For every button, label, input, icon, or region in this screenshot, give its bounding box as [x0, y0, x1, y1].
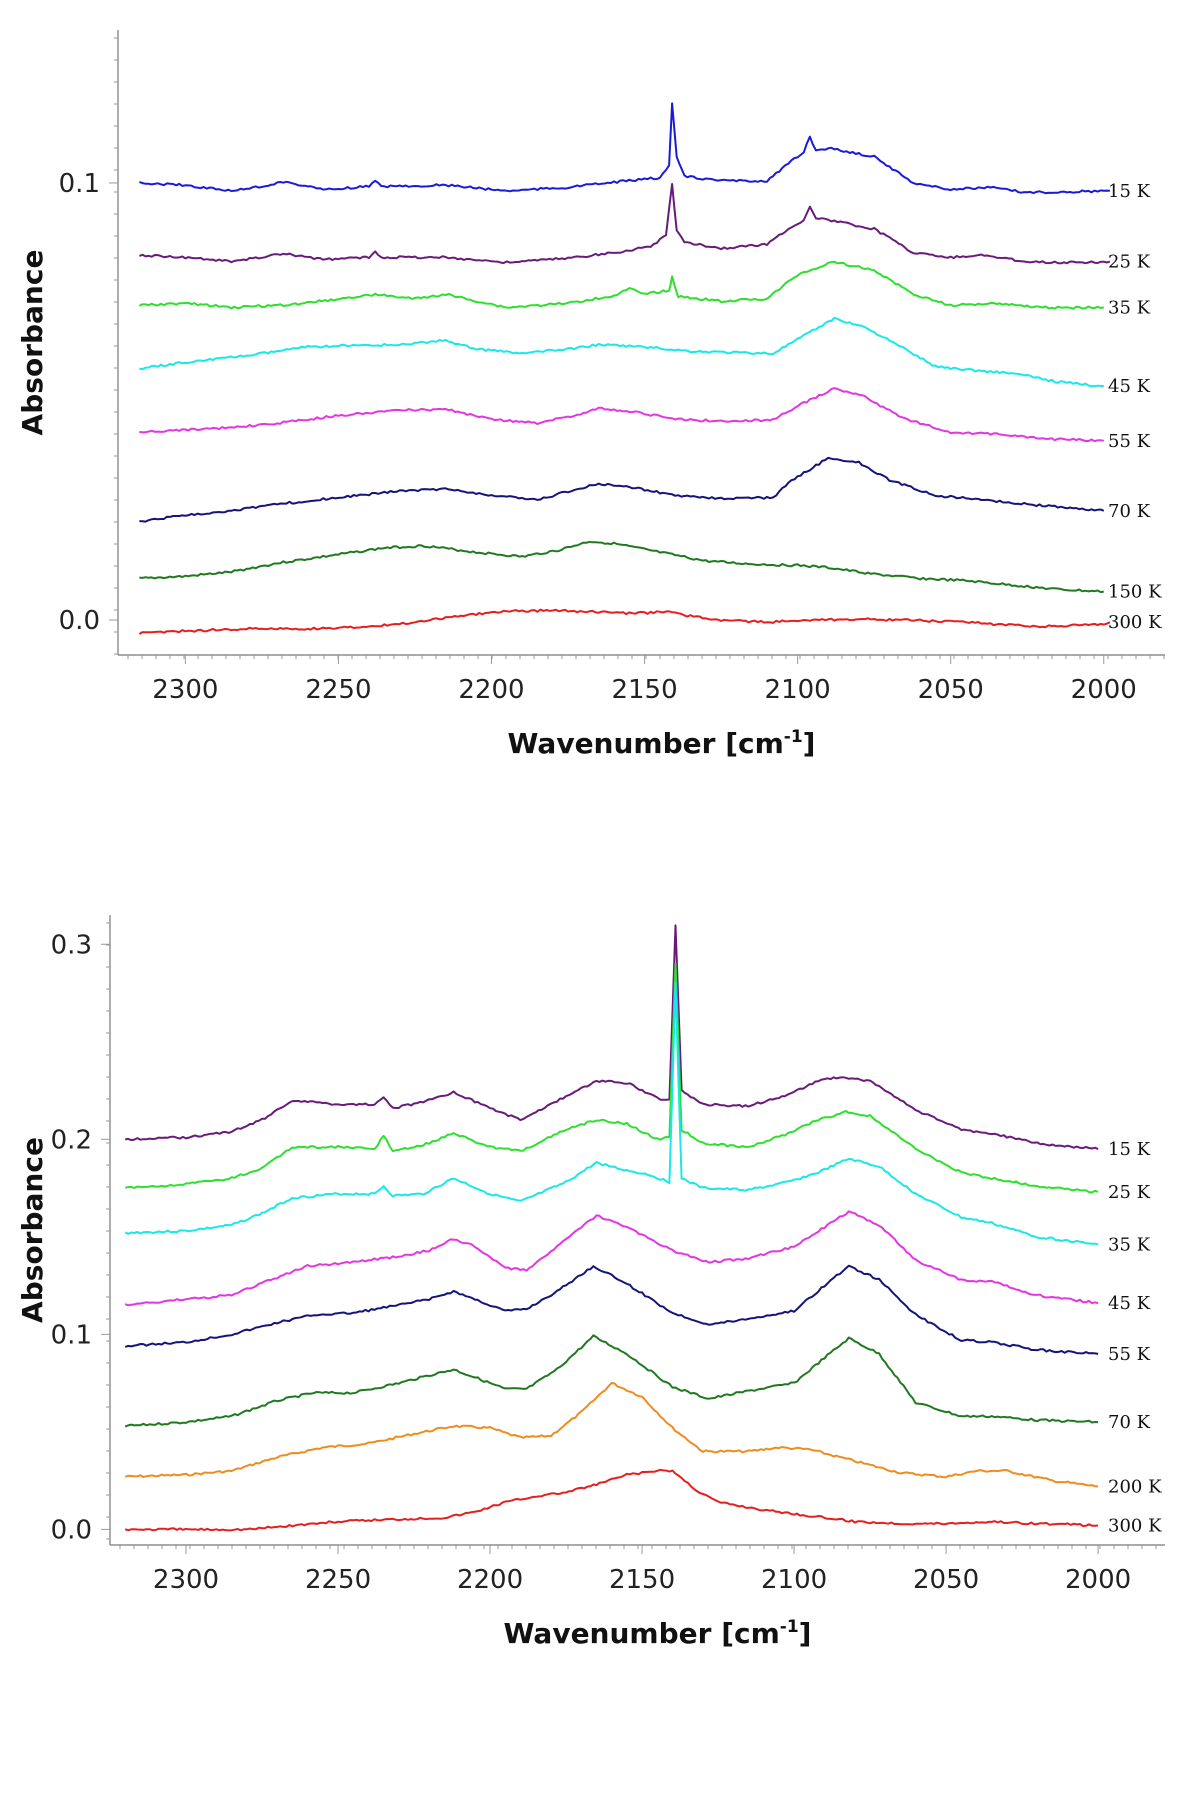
x-tick-label: 2150: [611, 675, 677, 705]
x-tick-label: 2100: [765, 675, 831, 705]
spectrum-line-150k: [139, 540, 1104, 594]
spectrum-line-70k: [124, 1334, 1099, 1428]
top-spectra-panel: 2300 2250 2200 2150 2100 2050 2000 0.0 0.1 Wavenu…: [16, 30, 1165, 760]
x-tick-label: 2250: [305, 1565, 371, 1595]
spectrum-line-35k: [124, 981, 1099, 1246]
spectrum-line-15k: [139, 102, 1110, 195]
series-label: 15 K: [1108, 1139, 1151, 1160]
spectrum-line-45k: [124, 1210, 1099, 1307]
series-label: 70 K: [1108, 501, 1151, 522]
series-label: 45 K: [1108, 1293, 1151, 1314]
y-tick-label: 0.0: [51, 1515, 92, 1545]
bottom-spectra-panel: 2300 2250 2200 2150 2100 2050 2000 0.0 0.1 0.2 0.3…: [16, 915, 1165, 1650]
x-tick-label: 2200: [457, 1565, 523, 1595]
x-axis-title: Wavenumber [cm-1]: [508, 727, 816, 760]
spectrum-line-45k: [139, 316, 1104, 388]
x-tick-label: 2000: [1071, 675, 1137, 705]
spectrum-line-55k: [124, 1264, 1099, 1355]
spectrum-line-300k: [124, 1468, 1099, 1532]
series-label: 25 K: [1108, 252, 1151, 273]
x-tick-label: 2000: [1065, 1565, 1131, 1595]
x-tick-label: 2300: [152, 675, 218, 705]
series-label: 45 K: [1108, 376, 1151, 397]
y-axis-title: Absorbance: [16, 1137, 49, 1323]
series-label: 300 K: [1108, 1515, 1162, 1536]
x-tick-label: 2150: [609, 1565, 675, 1595]
x-tick-label: 2050: [913, 1565, 979, 1595]
x-tick-label: 2050: [918, 675, 984, 705]
x-tick-label: 2300: [153, 1565, 219, 1595]
series-label: 150 K: [1108, 582, 1162, 603]
spectrum-line-55k: [139, 387, 1104, 443]
x-tick-label: 2250: [305, 675, 371, 705]
y-axis-title: Absorbance: [16, 250, 49, 436]
series-label: 25 K: [1108, 1182, 1151, 1203]
x-axis-title: Wavenumber [cm-1]: [504, 1617, 812, 1650]
series-label: 70 K: [1108, 1412, 1151, 1433]
y-tick-label: 0.3: [51, 930, 92, 960]
spectrum-line-200k: [124, 1381, 1099, 1488]
x-tick-label: 2200: [458, 675, 524, 705]
series-label: 15 K: [1108, 181, 1151, 202]
y-tick-label: 0.0: [59, 606, 100, 636]
spectrum-line-25k: [124, 962, 1099, 1194]
y-tick-label: 0.2: [51, 1125, 92, 1155]
spectrum-line-25k: [139, 183, 1111, 265]
series-label: 35 K: [1108, 298, 1151, 319]
series-label: 35 K: [1108, 1235, 1151, 1256]
series-label: 300 K: [1108, 612, 1162, 633]
spectrum-line-15k: [125, 924, 1099, 1151]
x-tick-label: 2100: [761, 1565, 827, 1595]
y-tick-label: 0.1: [51, 1320, 92, 1350]
y-tick-label: 0.1: [59, 169, 100, 199]
series-label: 200 K: [1108, 1476, 1162, 1497]
spectrum-line-300k: [138, 608, 1111, 635]
spectrum-line-35k: [138, 260, 1104, 310]
series-label: 55 K: [1108, 431, 1151, 452]
spectrum-line-70k: [139, 456, 1105, 523]
series-label: 55 K: [1108, 1344, 1151, 1365]
